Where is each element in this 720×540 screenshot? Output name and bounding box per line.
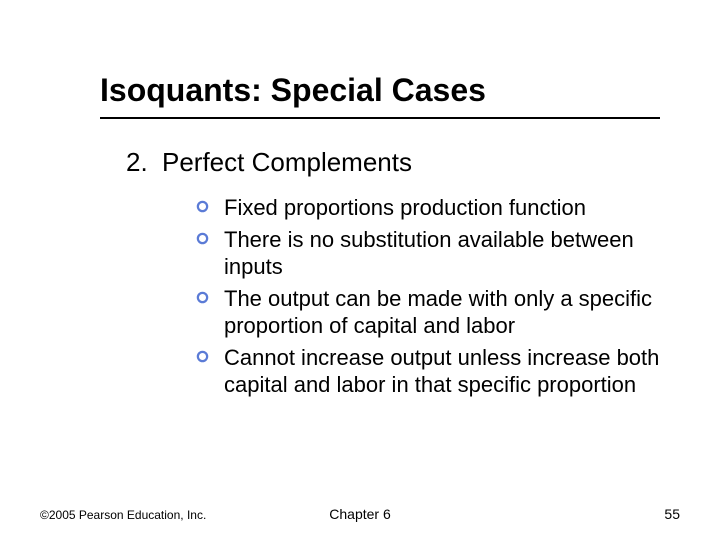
- footer-chapter: Chapter 6: [329, 506, 390, 522]
- slide: Isoquants: Special Cases 2. Perfect Comp…: [0, 0, 720, 540]
- list-item: The output can be made with only a speci…: [196, 285, 660, 340]
- bullet-text: The output can be made with only a speci…: [224, 285, 660, 340]
- list-item: There is no substitution available betwe…: [196, 226, 660, 281]
- circle-bullet-icon: [196, 226, 224, 245]
- list-item: Cannot increase output unless increase b…: [196, 344, 660, 399]
- bullet-list: Fixed proportions production function Th…: [196, 194, 660, 399]
- circle-bullet-icon: [196, 344, 224, 363]
- item-heading: Perfect Complements: [162, 147, 412, 178]
- slide-footer: ©2005 Pearson Education, Inc. Chapter 6 …: [0, 506, 720, 522]
- item-number: 2.: [126, 147, 162, 178]
- circle-bullet-icon: [196, 285, 224, 304]
- circle-bullet-icon: [196, 194, 224, 213]
- list-item: Fixed proportions production function: [196, 194, 660, 222]
- bullet-text: Cannot increase output unless increase b…: [224, 344, 660, 399]
- title-underline: [100, 117, 660, 119]
- slide-title: Isoquants: Special Cases: [100, 72, 660, 109]
- footer-page-number: 55: [664, 506, 680, 522]
- footer-copyright: ©2005 Pearson Education, Inc.: [40, 508, 206, 522]
- bullet-text: There is no substitution available betwe…: [224, 226, 660, 281]
- bullet-text: Fixed proportions production function: [224, 194, 586, 222]
- numbered-item: 2. Perfect Complements: [126, 147, 660, 178]
